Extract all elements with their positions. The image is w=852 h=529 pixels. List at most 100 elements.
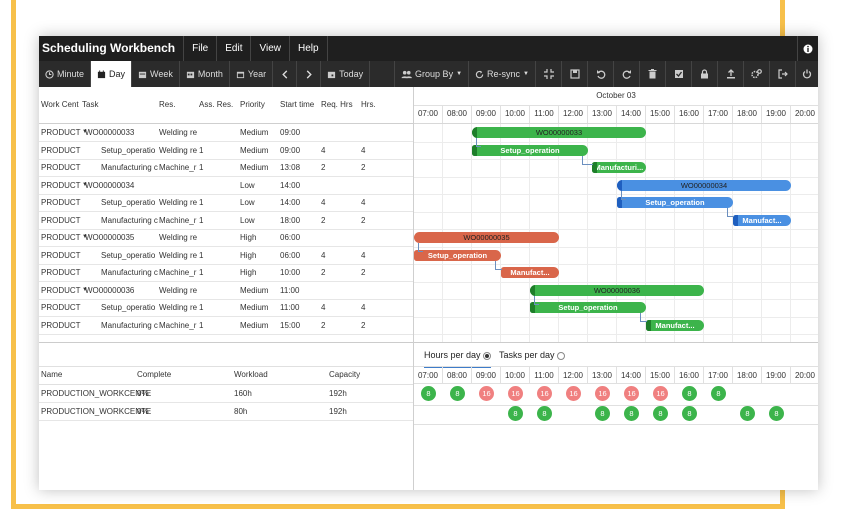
cell-ass: 1 [199, 303, 204, 312]
resync-button[interactable]: Re-sync ▼ [469, 61, 536, 87]
col-header-complete[interactable]: Complete [137, 370, 172, 379]
menu-file[interactable]: File [184, 36, 218, 61]
year-view-button[interactable]: Year [230, 61, 274, 87]
table-row[interactable]: PRODUCT WO00000035 ▼ Welding re High 06:00 [39, 229, 413, 247]
gantt-bar[interactable]: WO00000035 [414, 232, 559, 243]
cell-res: Machine_r [159, 320, 197, 330]
col-header-capacity[interactable]: Capacity [329, 370, 361, 379]
week-view-button[interactable]: Week [132, 61, 180, 87]
gantt-bar[interactable]: Setup_operation [414, 249, 501, 261]
load-hour-label: 16:00 [675, 366, 704, 384]
undo-button[interactable] [588, 61, 614, 87]
col-header-name[interactable]: Name [41, 370, 63, 379]
load-circle[interactable]: 8 [711, 386, 726, 401]
month-view-button[interactable]: Month [180, 61, 230, 87]
col-header-workload[interactable]: Workload [234, 370, 268, 379]
group-by-button[interactable]: Group By ▼ [394, 61, 470, 87]
expand-caret-icon[interactable]: ▼ [82, 129, 88, 135]
menu-help[interactable]: Help [290, 36, 328, 61]
load-circle[interactable]: 8 [421, 386, 436, 401]
resource-row[interactable]: PRODUCTION_WORKCENTE 0% 80h 192h [39, 403, 413, 421]
table-row[interactable]: PRODUCT Manufacturing c Machine_r 1 Medium 15… [39, 317, 413, 335]
next-button[interactable] [297, 61, 322, 87]
load-circle[interactable]: 8 [537, 406, 552, 421]
col-header-start-time[interactable]: Start time [280, 100, 315, 109]
load-circle[interactable]: 8 [508, 406, 523, 421]
cell-task: Setup_operatio [101, 145, 156, 155]
menu-view[interactable]: View [251, 36, 290, 61]
gantt-bar[interactable]: Setup_operation [617, 197, 733, 208]
gantt-bar[interactable]: Manufact... [646, 319, 704, 331]
grid-hline [414, 246, 818, 248]
load-circle[interactable]: 8 [653, 406, 668, 421]
expand-caret-icon[interactable]: ▼ [82, 234, 88, 240]
load-circle[interactable]: 8 [682, 386, 697, 401]
table-row[interactable]: PRODUCT Setup_operatio Welding re 1 High 06:0… [39, 247, 413, 265]
col-header-work-center[interactable]: Work Cent [41, 100, 79, 109]
compress-button[interactable] [536, 61, 562, 87]
gantt-bar[interactable]: WO00000034 [617, 179, 791, 191]
load-circle[interactable]: 16 [508, 386, 523, 401]
cell-name: PRODUCTION_WORKCENTE [41, 406, 152, 416]
table-row[interactable]: PRODUCT Setup_operatio Welding re 1 Low 14:00… [39, 194, 413, 212]
col-header-ass-res[interactable]: Ass. Res. [199, 100, 234, 109]
tab-tasks-per-day[interactable]: Tasks per day [499, 348, 565, 366]
today-button[interactable]: Today [321, 61, 371, 87]
gantt-bar[interactable]: Manufact... [501, 267, 559, 278]
col-header-req-hrs[interactable]: Req. Hrs [321, 100, 353, 109]
load-circle[interactable]: 16 [566, 386, 581, 401]
table-row[interactable]: PRODUCT WO00000036 ▼ Welding re Medium 11:00 [39, 282, 413, 300]
day-view-button[interactable]: Day [91, 61, 133, 87]
load-circle[interactable]: 16 [479, 386, 494, 401]
table-row[interactable]: PRODUCT Setup_operatio Welding re 1 Medium 11… [39, 299, 413, 317]
radio-selected-icon[interactable] [482, 351, 491, 360]
col-header-hrs[interactable]: Hrs. [361, 100, 376, 109]
load-circle[interactable]: 8 [740, 406, 755, 421]
minute-view-button[interactable]: Minute [39, 61, 92, 87]
gantt-bar[interactable]: Setup_operation [472, 144, 588, 156]
menu-edit[interactable]: Edit [217, 36, 252, 61]
table-row[interactable]: PRODUCT Manufacturing c Machine_r 1 Low 18:00… [39, 212, 413, 230]
load-circle[interactable]: 8 [450, 386, 465, 401]
table-row[interactable]: PRODUCT WO00000033 ▼ Welding re Medium 09:00 [39, 124, 413, 142]
gantt-bar[interactable]: WO00000036 [530, 284, 704, 296]
lock-button[interactable] [692, 61, 718, 87]
load-circle[interactable]: 8 [682, 406, 697, 421]
previous-button[interactable] [273, 61, 298, 87]
load-circle[interactable]: 16 [595, 386, 610, 401]
scheduling-workbench-app: Scheduling Workbench File Edit View Help… [39, 36, 818, 490]
gantt-bar[interactable]: WO00000033 [472, 127, 646, 138]
expand-caret-icon[interactable]: ▼ [82, 181, 88, 188]
col-header-priority[interactable]: Priority [240, 100, 265, 109]
check-button[interactable] [666, 61, 692, 87]
load-circle[interactable]: 16 [653, 386, 668, 401]
table-row[interactable]: PRODUCT WO00000034 ▼ Low 14:00 [39, 177, 413, 195]
gantt-bar[interactable]: Setup_operation [530, 302, 646, 313]
load-circle[interactable]: 8 [769, 406, 784, 421]
upload-button[interactable] [718, 61, 744, 87]
resource-row[interactable]: PRODUCTION_WORKCENTE 0% 160h 192h [39, 385, 413, 403]
table-row[interactable]: PRODUCT Manufacturing c Machine_r 1 Medium 13… [39, 159, 413, 177]
gantt-bar[interactable]: Manufacturi... [591, 162, 646, 173]
cell-res [159, 177, 197, 194]
redo-button[interactable] [614, 61, 640, 87]
info-icon[interactable] [797, 36, 818, 61]
load-circle[interactable]: 16 [624, 386, 639, 401]
save-button[interactable] [562, 61, 588, 87]
bar-progress-cap [591, 162, 597, 173]
table-row[interactable]: PRODUCT Setup_operatio Welding re 1 Medium 09… [39, 142, 413, 160]
radio-unselected-icon[interactable] [556, 351, 565, 360]
power-button[interactable] [796, 61, 818, 87]
col-header-task[interactable]: Task [82, 100, 99, 109]
delete-button[interactable] [640, 61, 666, 87]
col-header-res[interactable]: Res. [159, 100, 176, 109]
load-circle[interactable]: 16 [537, 386, 552, 401]
load-circle[interactable]: 8 [595, 406, 610, 421]
settings-button[interactable] [744, 61, 770, 87]
load-circle[interactable]: 8 [624, 406, 639, 421]
export-button[interactable] [770, 61, 796, 87]
expand-caret-icon[interactable]: ▼ [82, 286, 88, 293]
tab-hours-per-day[interactable]: Hours per day [424, 348, 491, 368]
table-row[interactable]: PRODUCT Manufacturing c Machine_r 1 High 10:0… [39, 264, 413, 282]
gantt-bar[interactable]: Manufact... [733, 214, 791, 226]
